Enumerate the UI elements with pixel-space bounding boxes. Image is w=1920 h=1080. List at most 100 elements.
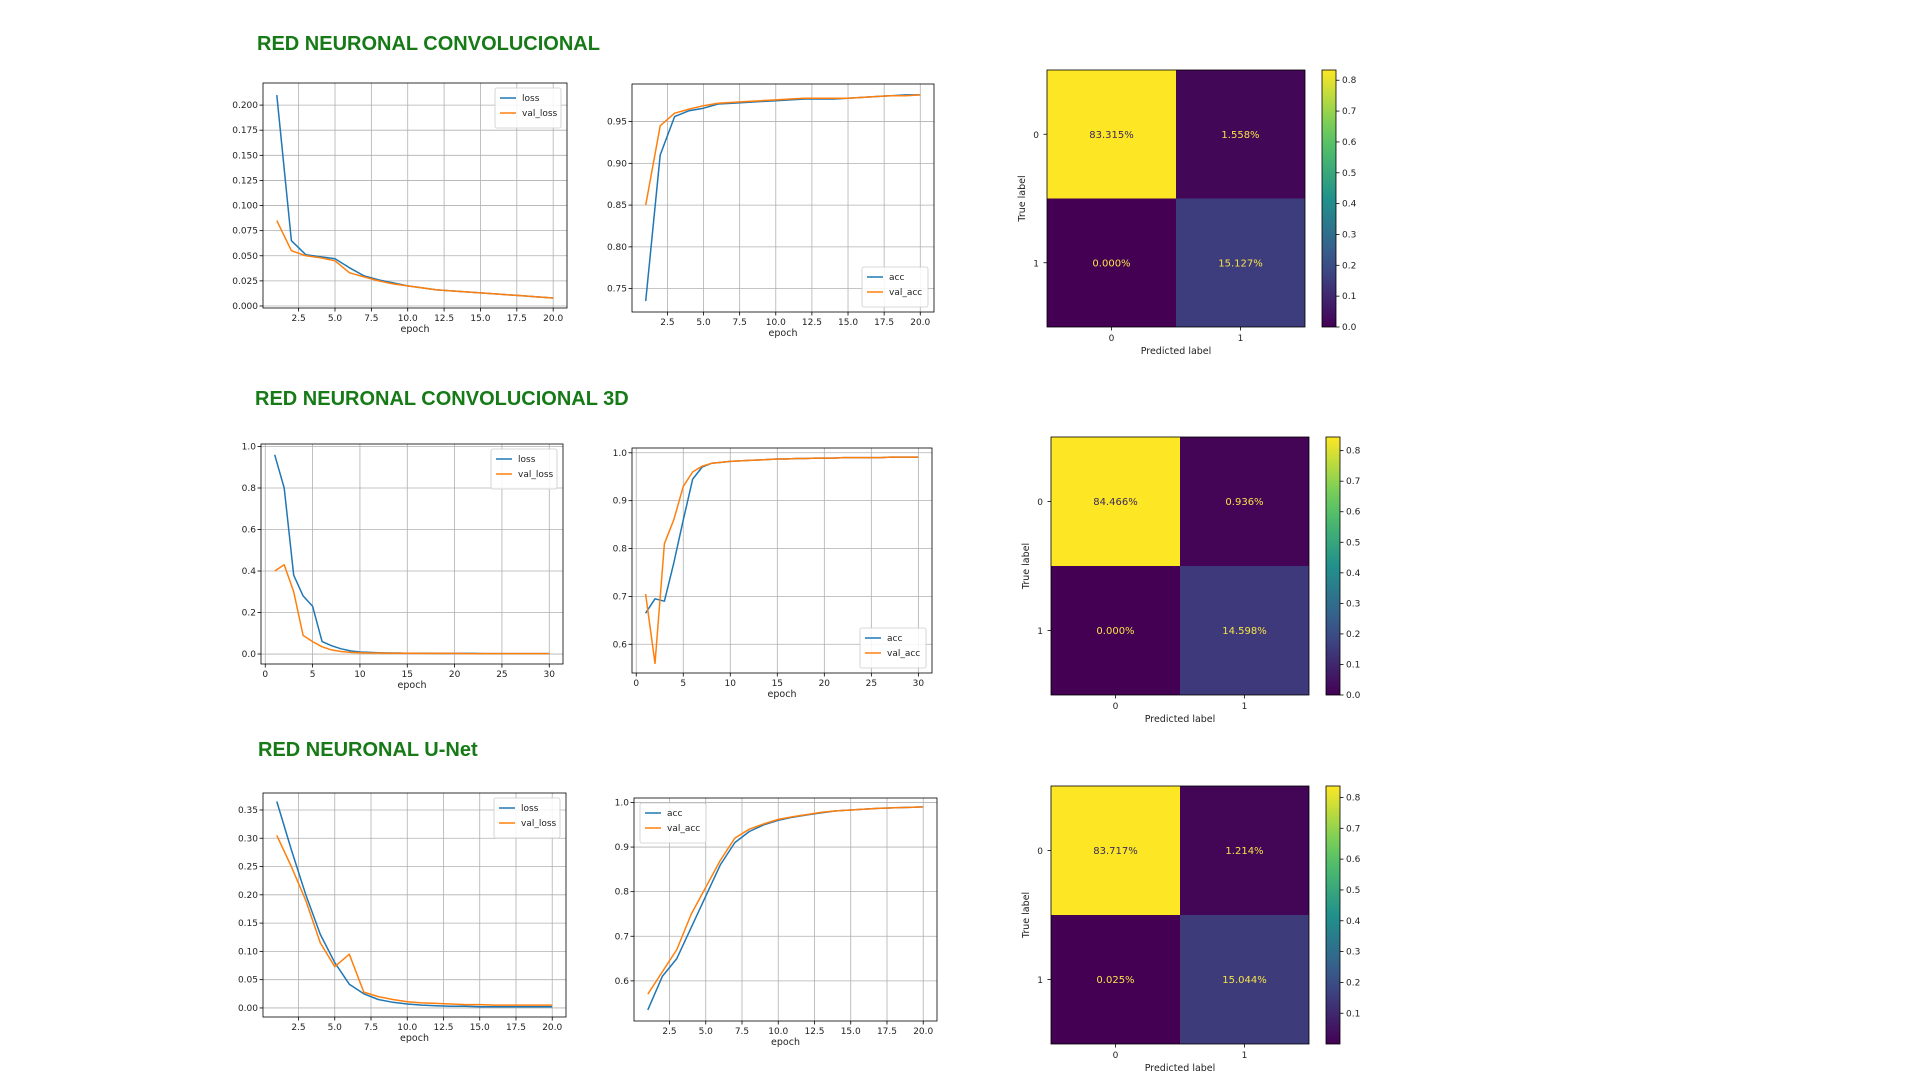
x-axis-label: Predicted label [1145,714,1216,725]
matrix-cell [1047,198,1176,327]
x-tick-label: 17.5 [507,314,527,324]
x-tick-label: 12.5 [433,1023,453,1033]
y-axis-label: True label [1017,175,1028,222]
y-tick-label: 0 [1037,847,1043,857]
y-tick-label: 0.8 [242,484,257,494]
section-title-unet: RED NEURONAL U-Net [258,739,478,761]
y-tick-label: 0.8 [613,545,628,555]
legend-label-val-acc: val_acc [889,288,922,298]
x-axis-label: epoch [771,1037,800,1048]
x-tick-label: 7.5 [364,314,378,324]
matrix-cell [1176,198,1305,327]
x-tick-label: 12.5 [804,1027,824,1037]
colorbar-tick-label: 0.7 [1346,477,1360,487]
x-tick-label: 20.0 [543,314,563,324]
colorbar-tick-label: 0.7 [1342,107,1356,117]
x-tick-label: 5.0 [328,314,343,324]
matrix-cell [1180,786,1309,915]
y-tick-label: 0.6 [242,526,257,536]
y-tick-label: 0.05 [238,976,258,986]
y-tick-label: 0.95 [607,118,627,128]
matrix-frame [1050,436,1310,696]
series-line-val-loss [276,835,553,1006]
y-tick-label: 0.9 [615,843,630,853]
colorbar-tick-label: 0.0 [1346,691,1361,701]
x-tick-label: 7.5 [732,318,746,328]
legend-label-loss: loss [522,94,540,104]
x-tick-label: 15 [402,670,413,680]
cell-value: 15.044% [1222,975,1267,986]
colorbar-tick-label: 0.6 [1346,508,1361,518]
x-axis-label: Predicted label [1145,1063,1216,1074]
colorbar-tick-label: 0.3 [1346,599,1360,609]
colorbar [1325,436,1341,696]
y-tick-label: 0.050 [232,252,258,262]
plot-frame [262,792,567,1018]
series-line-val-acc [644,456,919,665]
colorbar-tick-label: 0.8 [1346,447,1361,457]
legend: loss val_loss [494,87,562,129]
x-tick-label: 5.0 [328,1023,343,1033]
y-tick-label: 1 [1037,976,1043,986]
x-tick-label: 17.5 [877,1027,897,1037]
colorbar-tick-label: 0.8 [1346,793,1361,803]
y-tick-label: 0.0 [242,650,257,660]
y-tick-label: 0.30 [238,834,258,844]
x-tick-label: 15 [772,679,783,689]
y-tick-label: 1.0 [242,442,257,452]
matrix-cell [1051,786,1180,915]
x-tick-label: 0 [1113,1051,1119,1061]
y-axis-label: True label [1021,892,1032,939]
x-tick-label: 1 [1242,702,1248,712]
legend: loss val_loss [490,448,558,490]
y-tick-label: 0.6 [613,640,628,650]
x-tick-label: 0 [262,670,268,680]
y-axis-label: True label [1021,543,1032,590]
colorbar-tick-label: 0.5 [1346,538,1360,548]
y-tick-label: 0.075 [232,227,258,237]
colorbar-tick-label: 0.6 [1342,138,1357,148]
colorbar-tick-label: 0.2 [1346,978,1360,988]
x-tick-label: 7.5 [364,1023,378,1033]
plot-frame [260,443,564,665]
y-tick-label: 0.125 [232,176,258,186]
x-tick-label: 20 [819,679,831,689]
y-tick-label: 0.35 [238,806,258,816]
x-tick-label: 17.5 [506,1023,526,1033]
x-tick-label: 10 [725,679,737,689]
y-tick-label: 0.20 [238,891,258,901]
y-tick-label: 0.025 [232,277,258,287]
colorbar [1325,785,1341,1045]
colorbar-tick-label: 0.7 [1346,824,1360,834]
y-tick-label: 0.7 [615,932,629,942]
y-tick-label: 0.85 [607,201,627,211]
y-tick-label: 0.00 [238,1004,258,1014]
x-tick-label: 20 [449,670,461,680]
legend: acc val_acc [639,802,707,844]
colorbar-tick-label: 0.2 [1342,261,1356,271]
plot-frame [631,83,935,313]
y-tick-label: 0.90 [607,159,627,169]
x-tick-label: 30 [913,679,925,689]
plot-frame [631,447,933,674]
y-tick-label: 0.4 [242,567,257,577]
x-tick-label: 12.5 [802,318,822,328]
colorbar-tick-label: 0.1 [1342,292,1356,302]
legend-label-val-acc: val_acc [887,649,920,659]
y-tick-label: 0.6 [615,977,630,987]
series-line-loss [276,801,553,1008]
x-tick-label: 10 [354,670,366,680]
x-tick-label: 2.5 [291,314,305,324]
y-tick-label: 0.100 [232,202,258,212]
y-tick-label: 0.9 [613,497,628,507]
matrix-frame [1050,785,1310,1045]
y-tick-label: 0.25 [238,863,258,873]
x-tick-label: 20.0 [542,1023,562,1033]
